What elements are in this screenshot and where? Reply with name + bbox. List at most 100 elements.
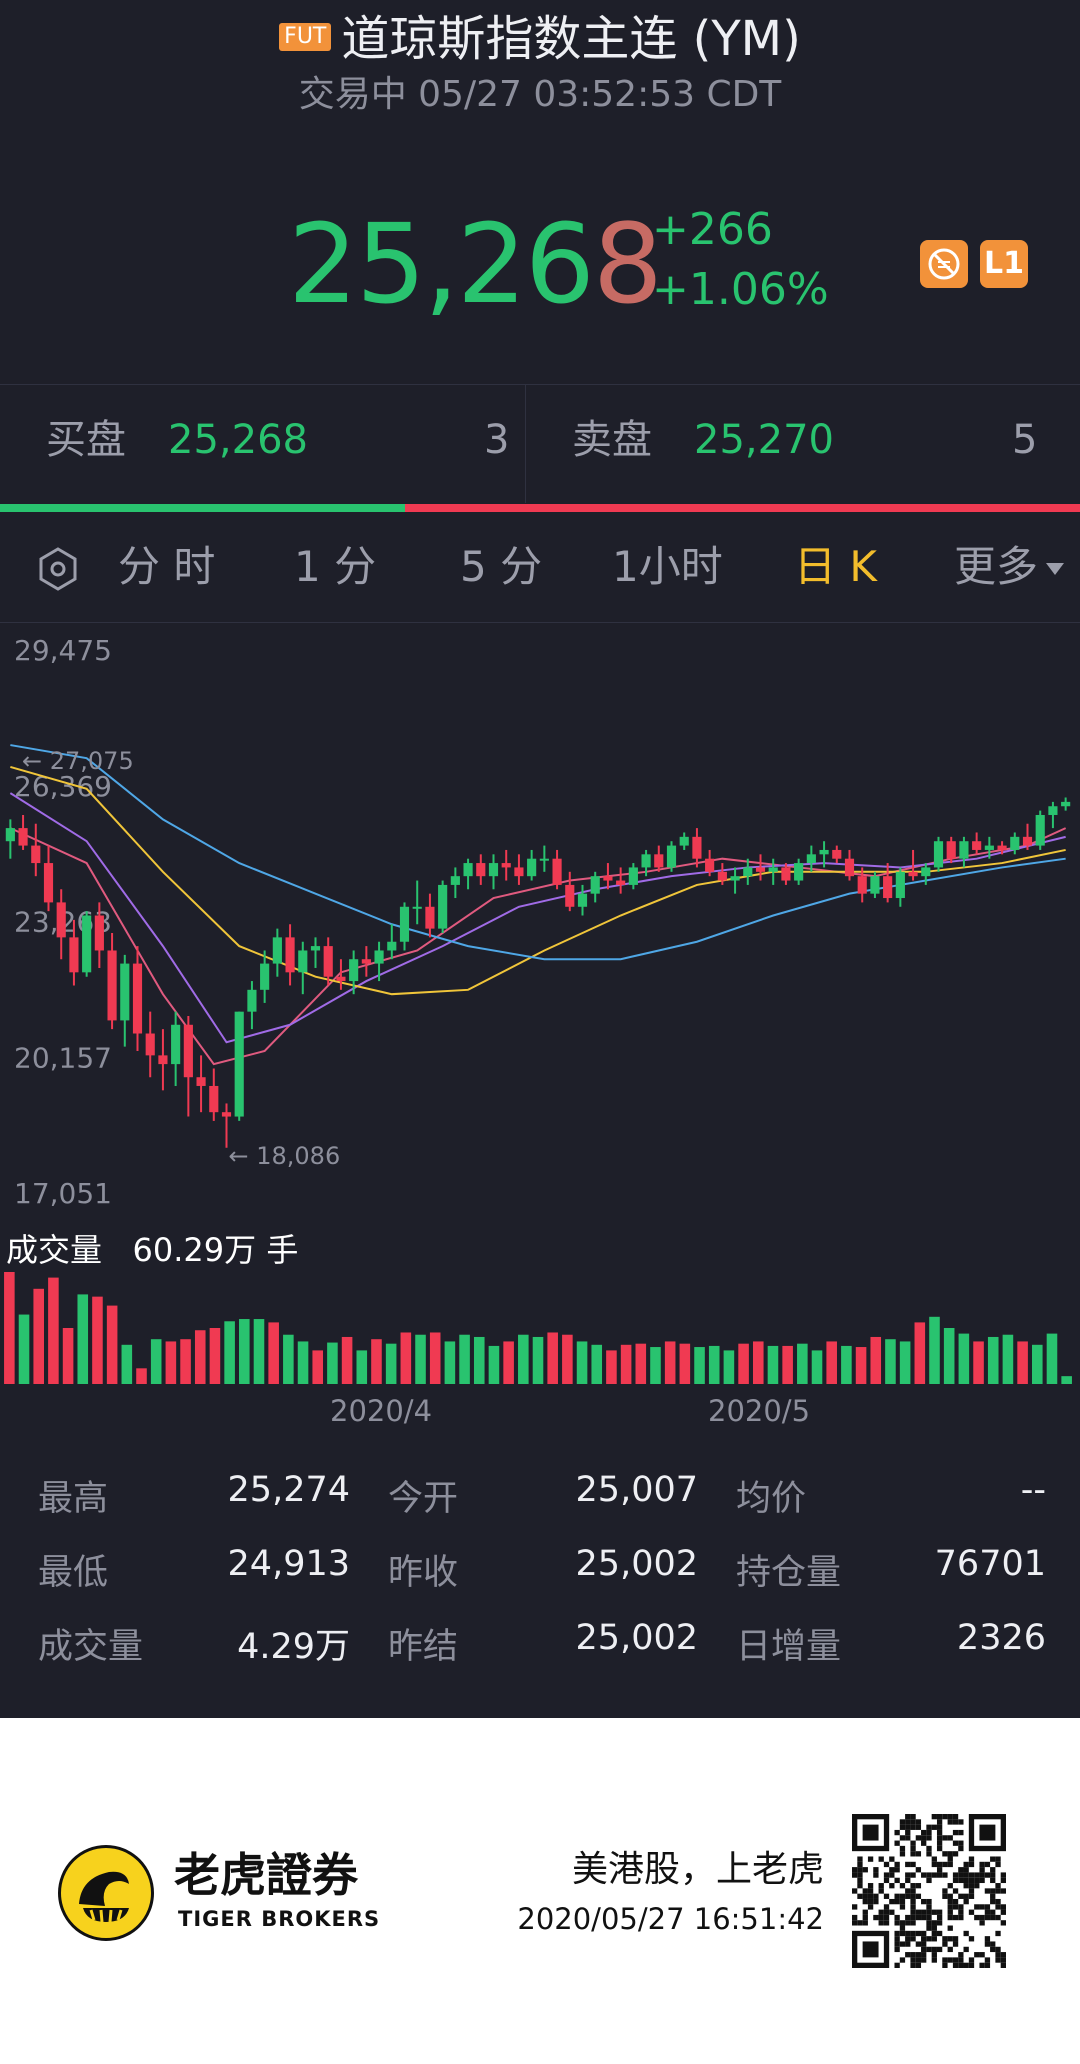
qr-module xyxy=(910,1872,916,1878)
candle-body xyxy=(1022,836,1033,846)
tab-1min[interactable]: 1 分 xyxy=(294,542,377,591)
volume-bar xyxy=(752,1341,764,1384)
qr-module xyxy=(979,1952,985,1958)
volume-bar xyxy=(855,1347,867,1384)
tab-1hour[interactable]: 1小时 xyxy=(612,542,723,591)
qr-module xyxy=(936,1819,943,1825)
volume-bar xyxy=(312,1350,324,1384)
level-one-badge[interactable]: L1 xyxy=(980,240,1028,288)
qr-module xyxy=(926,1872,932,1878)
qr-module xyxy=(995,1946,1001,1953)
chart-settings-icon[interactable] xyxy=(36,547,80,591)
qr-module xyxy=(873,1867,879,1873)
volume-bar xyxy=(532,1336,544,1384)
qr-module xyxy=(910,1914,916,1921)
volume-bar xyxy=(180,1339,191,1384)
qr-module xyxy=(857,1920,863,1926)
qr-module xyxy=(936,1914,943,1921)
y-tick-label: 20,157 xyxy=(14,1041,112,1074)
candle-body xyxy=(717,871,727,881)
volume-bar xyxy=(1061,1376,1072,1384)
qr-module xyxy=(963,1872,969,1878)
candle-body xyxy=(221,1112,232,1117)
qr-module xyxy=(915,1909,922,1915)
qr-module xyxy=(910,1840,916,1846)
qr-module xyxy=(968,1936,975,1942)
volume-bar xyxy=(327,1342,338,1384)
brand-name-en: TIGER BROKERS xyxy=(178,1907,381,1931)
qr-module xyxy=(936,1861,943,1868)
y-tick-label: 29,475 xyxy=(14,634,112,667)
candle-body xyxy=(272,937,282,964)
timestamp: 2020/05/27 16:51:42 xyxy=(517,1902,824,1936)
qr-module xyxy=(899,1845,906,1852)
candle-body xyxy=(120,963,130,1021)
volume-bar xyxy=(283,1334,294,1384)
candle-body xyxy=(171,1024,181,1065)
volume-chart[interactable] xyxy=(0,1268,1080,1388)
volume-bar xyxy=(591,1344,603,1384)
qr-module xyxy=(984,1888,991,1894)
qr-module xyxy=(1000,1904,1006,1910)
qr-module xyxy=(984,1861,991,1868)
qr-module xyxy=(963,1946,969,1953)
brand-name-cn: 老虎證券 xyxy=(174,1848,358,1902)
no-fractional-icon[interactable] xyxy=(920,240,968,288)
candle-body xyxy=(234,1011,244,1117)
price-change: +266 xyxy=(652,204,773,255)
candle-body xyxy=(361,959,371,964)
qr-module xyxy=(905,1914,911,1921)
qr-module xyxy=(963,1898,969,1905)
tab-daily-k[interactable]: 日 K xyxy=(794,542,877,591)
volume-bar xyxy=(987,1336,999,1384)
volume-bar xyxy=(885,1339,896,1384)
volume-bar xyxy=(518,1334,529,1384)
volume-bar xyxy=(48,1277,59,1384)
qr-module xyxy=(883,1872,890,1878)
candle-body xyxy=(806,854,816,864)
tab-5min[interactable]: 5 分 xyxy=(460,542,543,591)
qr-module xyxy=(910,1888,916,1894)
qr-module xyxy=(905,1893,911,1899)
candle-body xyxy=(31,845,41,864)
stat-open-value: 25,007 xyxy=(575,1470,698,1510)
volume-bar xyxy=(341,1336,353,1384)
qr-module xyxy=(894,1861,900,1868)
qr-module xyxy=(910,1845,916,1852)
tab-more[interactable]: 更多 xyxy=(954,512,1065,622)
qr-module xyxy=(921,1840,927,1846)
qr-module xyxy=(942,1936,948,1942)
volume-bar xyxy=(679,1343,691,1384)
qr-module xyxy=(857,1872,863,1878)
qr-module xyxy=(963,1962,969,1968)
qr-module xyxy=(931,1946,937,1953)
qr-module xyxy=(878,1909,884,1915)
qr-module xyxy=(905,1936,911,1942)
qr-module xyxy=(936,1829,943,1836)
volume-bar xyxy=(870,1336,882,1384)
qr-module xyxy=(910,1936,916,1942)
qr-module xyxy=(910,1824,916,1830)
candle-body xyxy=(285,937,295,973)
qr-module xyxy=(867,1904,874,1910)
candle-body xyxy=(43,863,54,903)
qr-module xyxy=(931,1856,937,1862)
qr-module xyxy=(947,1957,953,1963)
qr-module xyxy=(852,1920,858,1926)
ask-panel[interactable]: 卖盘 25,270 5 xyxy=(526,385,1080,495)
qr-module xyxy=(926,1936,932,1942)
candle-body xyxy=(488,863,499,877)
qr-module xyxy=(867,1888,874,1894)
candle-body xyxy=(616,880,626,885)
candle-body xyxy=(82,915,92,973)
qr-finder xyxy=(862,1824,879,1841)
qr-module xyxy=(862,1909,868,1915)
x-tick-may: 2020/5 xyxy=(708,1394,811,1428)
qr-module xyxy=(894,1877,900,1884)
candle-body xyxy=(1010,836,1020,850)
bid-panel[interactable]: 买盘 25,268 3 xyxy=(0,385,525,495)
qr-module xyxy=(990,1867,996,1873)
tab-timeshare[interactable]: 分 时 xyxy=(118,542,216,591)
qr-module xyxy=(926,1946,932,1953)
